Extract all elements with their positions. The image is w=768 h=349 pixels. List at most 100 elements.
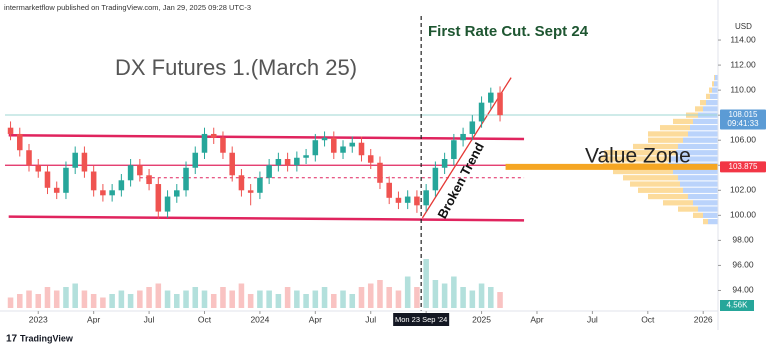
volume-bar	[488, 287, 494, 308]
volume-bar	[210, 294, 217, 308]
profile-bar	[688, 193, 718, 200]
profile-bar	[670, 156, 718, 162]
candle-body	[478, 102, 485, 122]
profile-bar	[706, 93, 710, 100]
x-tick-label: Apr	[87, 314, 100, 324]
profile-bar	[676, 150, 718, 156]
candle-body	[386, 182, 392, 198]
volume-bar	[7, 297, 14, 308]
candle-body	[146, 175, 152, 185]
price-label: 103.875	[729, 162, 758, 171]
volume-bar	[238, 283, 245, 308]
profile-bar	[633, 143, 678, 150]
candle-body	[35, 165, 42, 172]
candle-body	[53, 187, 60, 193]
volume-bar	[423, 259, 429, 308]
candle-body	[155, 184, 162, 212]
profile-bar	[683, 187, 718, 193]
volume-bar	[201, 290, 208, 308]
candle-body	[247, 190, 254, 193]
volume-bar	[469, 290, 476, 308]
x-tick-label: 2026	[694, 314, 713, 324]
candle-body	[7, 127, 14, 134]
x-tick-label: Jul	[587, 314, 598, 324]
candle-body	[257, 177, 263, 193]
volume-bar	[174, 294, 180, 308]
volume-bar	[441, 283, 448, 308]
profile-bar	[693, 200, 718, 206]
profile-bar	[600, 156, 670, 162]
x-tick-label: Oct	[198, 314, 212, 324]
candle-body	[81, 152, 88, 172]
profile-bar	[698, 206, 718, 212]
profile-bar	[690, 125, 718, 131]
volume-bar	[275, 294, 282, 308]
volume-bar	[81, 290, 88, 308]
volume-bar	[90, 294, 97, 308]
volume-bar	[460, 287, 466, 308]
y-tick-label: 98.00	[732, 235, 754, 245]
x-tick-label: 2024	[250, 314, 269, 324]
candle-body	[377, 162, 383, 183]
logo-icon: 17	[6, 334, 18, 345]
x-tick-label: 2023	[29, 314, 48, 324]
candle-body	[414, 196, 420, 206]
candle-body	[26, 150, 32, 166]
profile-bar	[703, 218, 708, 225]
profile-bar	[695, 106, 703, 112]
candle-body	[164, 196, 171, 212]
chart-title: DX Futures 1.(March 25)	[115, 55, 357, 80]
candle-body	[72, 152, 78, 168]
candle-body	[441, 158, 448, 168]
candle-body	[423, 190, 429, 206]
volume-label-bg	[720, 300, 754, 311]
volume-bar	[294, 290, 300, 308]
price-label-bg	[720, 109, 766, 130]
volume-bar	[303, 294, 309, 308]
volume-bar	[377, 280, 383, 308]
candle-body	[367, 155, 374, 163]
volume-bar	[395, 290, 402, 308]
y-tick-label: 114.00	[730, 34, 756, 44]
volume-bar	[220, 287, 226, 308]
candle-body	[109, 190, 115, 196]
volume-bar	[386, 287, 392, 308]
profile-bar	[660, 125, 690, 131]
profile-bar	[648, 131, 688, 137]
volume-bar	[451, 276, 457, 308]
candle-body	[201, 133, 208, 153]
candle-body	[275, 158, 282, 166]
profile-bar	[715, 74, 718, 81]
volume-bar	[229, 290, 235, 308]
candle-body	[469, 121, 476, 134]
volume-bar	[100, 297, 106, 308]
volume-bar	[414, 287, 420, 308]
x-tick-label: Apr	[530, 314, 543, 324]
y-tick-label: 112.00	[730, 59, 756, 69]
candle-body	[174, 190, 180, 197]
profile-bar	[710, 93, 718, 100]
profile-bar	[678, 206, 698, 212]
candle-body	[331, 137, 337, 153]
candle-body	[395, 197, 402, 203]
price-label: 108.015	[729, 110, 758, 119]
candle-body	[312, 140, 319, 156]
volume-bar	[17, 294, 23, 308]
rate-cut-label: First Rate Cut. Sept 24	[428, 23, 589, 40]
y-tick-label: 100.00	[730, 210, 756, 220]
candle-body	[17, 133, 23, 151]
candle-body	[404, 196, 411, 203]
volume-bar	[183, 290, 189, 308]
x-tick-label: Jul	[144, 314, 155, 324]
candle-body	[118, 180, 125, 191]
volume-bar	[257, 290, 263, 308]
volume-bar	[284, 287, 291, 308]
profile-bar	[678, 143, 718, 150]
y-tick-label: 96.00	[732, 260, 754, 270]
x-tick-label: Jul	[365, 314, 376, 324]
profile-bar	[673, 118, 693, 125]
volume-bar	[358, 287, 365, 308]
candle-body	[90, 171, 97, 191]
